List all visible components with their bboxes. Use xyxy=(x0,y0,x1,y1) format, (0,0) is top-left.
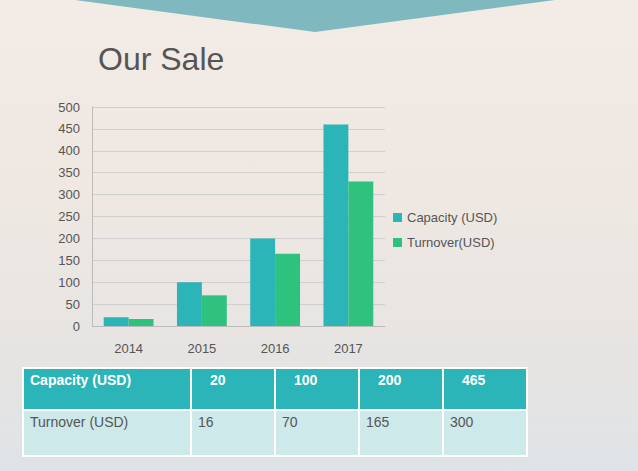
svg-text:2015: 2015 xyxy=(187,341,216,356)
html-text:16: 16 xyxy=(198,414,214,430)
svg-text:2014: 2014 xyxy=(114,341,143,356)
svg-text:500: 500 xyxy=(58,100,80,115)
html-text:165: 165 xyxy=(366,414,390,430)
svg-text:Turnover(USD): Turnover(USD) xyxy=(407,235,495,250)
svg-text:150: 150 xyxy=(58,253,80,268)
html-text:Capacity (USD): Capacity (USD) xyxy=(30,372,132,388)
svg-text:250: 250 xyxy=(58,209,80,224)
svg-text:450: 450 xyxy=(58,121,80,136)
svg-text:100: 100 xyxy=(58,275,80,290)
html-text:200: 200 xyxy=(378,372,402,388)
svg-text:400: 400 xyxy=(58,143,80,158)
html-text:70: 70 xyxy=(282,414,298,430)
svg-text:200: 200 xyxy=(58,231,80,246)
svg-text:350: 350 xyxy=(58,165,80,180)
html-text:Turnover (USD): Turnover (USD) xyxy=(30,414,129,430)
svg-text:2016: 2016 xyxy=(261,341,290,356)
svg-text:50: 50 xyxy=(66,297,80,312)
html-text:465: 465 xyxy=(462,372,486,388)
svg-text:0: 0 xyxy=(73,319,80,334)
html-text:300: 300 xyxy=(450,414,474,430)
svg-text:Capacity (USD): Capacity (USD) xyxy=(407,210,497,225)
html-text:100: 100 xyxy=(294,372,318,388)
svg-text:Our Sale: Our Sale xyxy=(98,41,224,77)
html-text:20: 20 xyxy=(210,372,226,388)
svg-text:300: 300 xyxy=(58,187,80,202)
svg-text:2017: 2017 xyxy=(334,341,363,356)
